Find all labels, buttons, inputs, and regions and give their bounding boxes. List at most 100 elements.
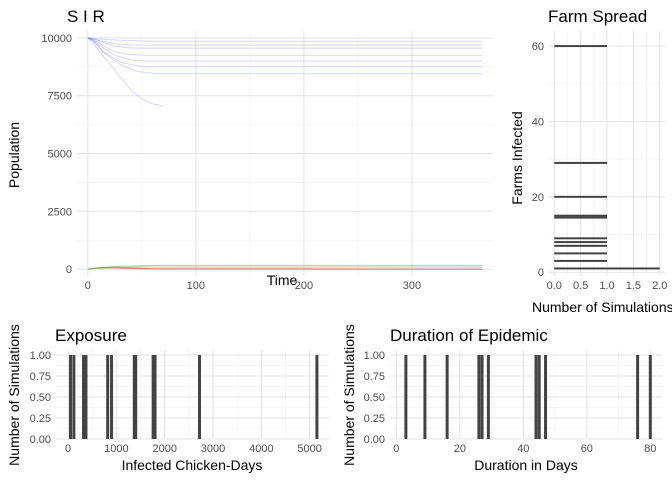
farm-panel: Farm Spread Number of Simulations Farms … bbox=[509, 7, 672, 315]
exposure-x-tick-label: 5000 bbox=[297, 443, 321, 455]
sir-grid bbox=[77, 31, 493, 276]
exposure-x-tick-label: 2000 bbox=[152, 443, 176, 455]
sir-title: S I R bbox=[67, 7, 105, 26]
exposure-bar bbox=[72, 355, 76, 439]
exposure-grid bbox=[56, 350, 329, 440]
exposure-panel: Exposure Infected Chicken-Days Number of… bbox=[6, 324, 329, 473]
farm-title: Farm Spread bbox=[548, 7, 647, 26]
sir-series-line-S bbox=[87, 37, 164, 107]
duration-panel: Duration of Epidemic Duration in Days Nu… bbox=[341, 324, 663, 473]
farm-x-tick-label: 1.0 bbox=[599, 280, 614, 292]
duration-y-tick-label: 1.00 bbox=[364, 350, 385, 362]
sir-series-line-S bbox=[87, 37, 483, 46]
exposure-bar bbox=[110, 355, 114, 439]
duration-x-axis-label: Duration in Days bbox=[474, 457, 578, 473]
sir-series-line-S bbox=[87, 37, 483, 68]
duration-y-tick-label: 0.50 bbox=[364, 392, 385, 404]
farm-x-tick-label: 2.0 bbox=[652, 280, 667, 292]
duration-bar bbox=[445, 355, 449, 439]
farm-bar bbox=[554, 161, 607, 164]
farm-bar bbox=[554, 214, 607, 217]
farm-ticks: 0.0 0.5 1.0 1.5 2.0 0 20 40 60 bbox=[532, 41, 668, 292]
sir-lines bbox=[87, 37, 483, 270]
sir-series-line-S bbox=[87, 37, 483, 49]
farm-y-tick-label: 40 bbox=[532, 116, 544, 128]
duration-grid bbox=[390, 350, 663, 440]
duration-bar bbox=[636, 355, 640, 439]
duration-y-axis-label: Number of Simulations bbox=[341, 324, 357, 466]
farm-bar bbox=[554, 237, 607, 240]
sir-x-tick-label: 100 bbox=[187, 280, 205, 292]
exposure-y-tick-label: 0.75 bbox=[30, 371, 51, 383]
exposure-x-tick-label: 1000 bbox=[104, 443, 128, 455]
farm-bar bbox=[554, 195, 607, 198]
sir-y-tick-label: 10000 bbox=[41, 33, 72, 45]
sir-y-axis-label: Population bbox=[6, 122, 22, 188]
exposure-bar bbox=[84, 355, 88, 439]
duration-bar bbox=[544, 355, 548, 439]
exposure-x-axis-label: Infected Chicken-Days bbox=[122, 457, 263, 473]
farm-bar bbox=[554, 216, 607, 219]
duration-bar bbox=[423, 355, 427, 439]
exposure-x-tick-label: 0 bbox=[65, 443, 71, 455]
exposure-y-tick-label: 0.25 bbox=[30, 413, 51, 425]
duration-bars bbox=[404, 355, 652, 439]
exposure-y-tick-label: 1.00 bbox=[30, 350, 51, 362]
farm-x-tick-label: 0.0 bbox=[547, 280, 562, 292]
farm-x-tick-label: 1.5 bbox=[626, 280, 641, 292]
sir-series-line-R bbox=[87, 266, 483, 270]
farm-bar bbox=[554, 267, 660, 270]
sir-y-tick-label: 7500 bbox=[48, 91, 72, 103]
duration-bar bbox=[648, 355, 652, 439]
exposure-bar bbox=[134, 355, 138, 439]
duration-bar bbox=[534, 355, 538, 439]
duration-y-tick-label: 0.00 bbox=[364, 434, 385, 446]
duration-y-tick-label: 0.75 bbox=[364, 371, 385, 383]
duration-bar bbox=[537, 355, 541, 439]
sir-x-axis-label: Time bbox=[267, 272, 298, 288]
exposure-title: Exposure bbox=[55, 326, 127, 345]
duration-bar bbox=[480, 355, 484, 439]
exposure-y-tick-label: 0.00 bbox=[30, 434, 51, 446]
farm-x-tick-label: 0.5 bbox=[573, 280, 588, 292]
exposure-bar bbox=[106, 355, 110, 439]
farm-y-tick-label: 20 bbox=[532, 192, 544, 204]
duration-x-tick-label: 20 bbox=[454, 443, 466, 455]
sir-x-tick-label: 200 bbox=[295, 280, 313, 292]
duration-bar bbox=[486, 355, 490, 439]
exposure-ticks: 0 1000 2000 3000 4000 5000 0.00 0.25 0.50 0.75 1.0… bbox=[30, 350, 322, 455]
duration-x-tick-label: 40 bbox=[517, 443, 529, 455]
exposure-bar bbox=[68, 355, 72, 439]
exposure-bar bbox=[151, 355, 155, 439]
farm-bar bbox=[554, 244, 607, 247]
sir-panel: S I R Time Population 0 100 200 300 0 2500 500… bbox=[6, 7, 493, 292]
farm-bar bbox=[554, 45, 607, 48]
duration-x-tick-label: 0 bbox=[393, 443, 399, 455]
duration-bar bbox=[404, 355, 408, 439]
sir-y-tick-label: 0 bbox=[66, 264, 72, 276]
sir-x-tick-label: 300 bbox=[403, 280, 421, 292]
exposure-bars bbox=[68, 355, 319, 439]
farm-bar bbox=[554, 252, 607, 255]
sir-y-tick-label: 2500 bbox=[48, 206, 72, 218]
duration-title: Duration of Epidemic bbox=[390, 326, 548, 345]
duration-x-tick-label: 80 bbox=[644, 443, 656, 455]
sir-series-line-S bbox=[87, 37, 483, 42]
farm-y-tick-label: 60 bbox=[532, 41, 544, 53]
farm-bars bbox=[554, 45, 660, 270]
exposure-bar bbox=[315, 355, 319, 439]
exposure-bar bbox=[82, 355, 86, 439]
sir-series-line-S bbox=[87, 37, 483, 75]
exposure-y-axis-label: Number of Simulations bbox=[6, 324, 22, 466]
farm-bar bbox=[554, 259, 607, 262]
duration-ticks: 0 20 40 60 80 0.00 0.25 0.50 0.75 1.00 bbox=[364, 350, 657, 455]
exposure-bar bbox=[153, 355, 157, 439]
duration-x-tick-label: 60 bbox=[581, 443, 593, 455]
farm-bar bbox=[554, 241, 607, 244]
sir-ticks: 0 100 200 300 0 2500 5000 7500 10000 bbox=[41, 33, 421, 292]
sir-y-tick-label: 5000 bbox=[48, 149, 72, 161]
sir-series-line-S bbox=[87, 37, 483, 56]
exposure-x-tick-label: 4000 bbox=[249, 443, 273, 455]
farm-x-axis-label: Number of Simulations bbox=[532, 299, 672, 315]
